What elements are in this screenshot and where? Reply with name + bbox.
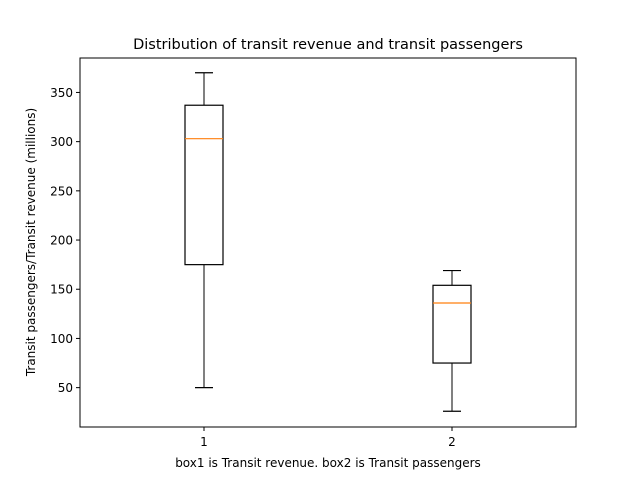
- y-tick-label: 350: [50, 86, 73, 100]
- ticks-group: 50 100 150 200 250 300 350 1 2: [50, 86, 456, 449]
- y-tick-label: 300: [50, 135, 73, 149]
- plot-area-frame: [79, 57, 577, 428]
- y-tick-label: 100: [50, 332, 73, 346]
- y-tick-label: 50: [58, 381, 73, 395]
- y-tick-label: 250: [50, 184, 73, 198]
- y-tick-label: 200: [50, 234, 73, 248]
- chart-title: Distribution of transit revenue and tran…: [133, 37, 523, 53]
- boxes-group: [184, 72, 472, 412]
- y-tick-label: 150: [50, 283, 73, 297]
- box-1: [184, 72, 224, 389]
- y-axis-label: Transit passengers/Transit revenue (mill…: [24, 108, 38, 377]
- iqr-box: [432, 284, 472, 364]
- x-tick-label: 1: [200, 435, 208, 449]
- x-axis-label: box1 is Transit revenue. box2 is Transit…: [175, 456, 481, 470]
- iqr-box: [184, 104, 224, 266]
- x-tick-label: 2: [448, 435, 456, 449]
- box-2: [432, 269, 472, 412]
